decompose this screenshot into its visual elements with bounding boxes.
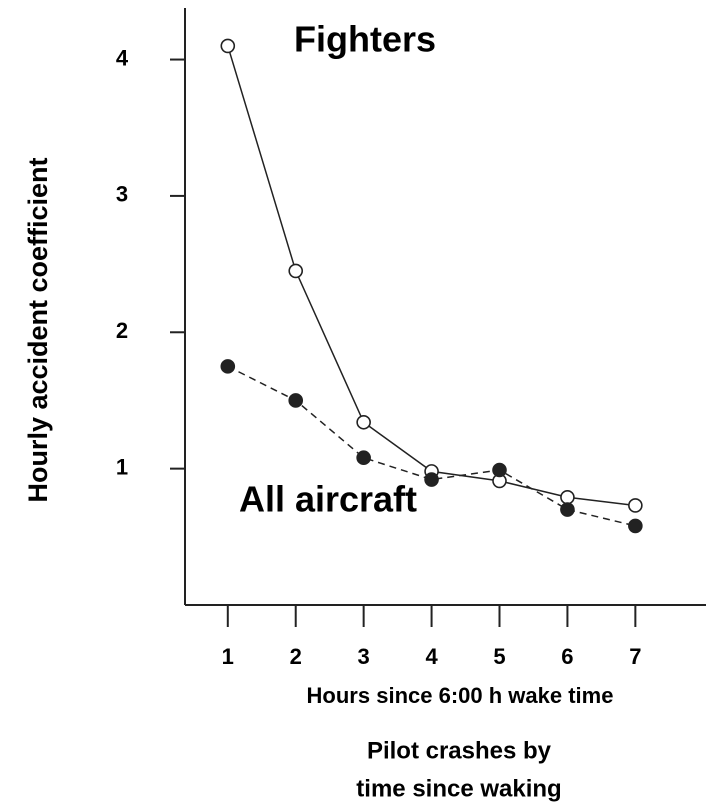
data-point [288,263,304,279]
x-tick-label: 4 [425,644,438,669]
data-point [220,38,236,54]
data-point [628,498,643,513]
data-point [492,462,507,478]
y-tick-label: 4 [116,45,129,70]
data-point [220,359,236,374]
y-tick-label: 3 [116,182,128,207]
data-point [356,414,371,430]
annotation: All aircraft [239,479,417,520]
data-point [288,393,304,408]
annotation: Fighters [294,19,436,60]
data-point [560,502,575,517]
x-tick-label: 1 [222,644,234,669]
x-axis-label: Hours since 6:00 h wake time [307,683,614,708]
x-tick-label: 6 [561,644,573,669]
data-point [560,489,575,505]
y-tick-label: 2 [116,318,128,343]
y-tick-label: 1 [116,454,128,479]
data-point [356,450,371,466]
x-tick-label: 5 [493,644,505,669]
x-tick-label: 7 [629,644,641,669]
caption: time since waking [356,775,561,802]
data-point [424,472,439,487]
y-axis-label: Hourly accident coefficient [23,157,53,502]
series-line [227,45,636,507]
x-tick-label: 3 [358,644,370,669]
x-tick-label: 2 [290,644,302,669]
data-point [628,518,643,534]
caption: Pilot crashes by [367,737,552,764]
